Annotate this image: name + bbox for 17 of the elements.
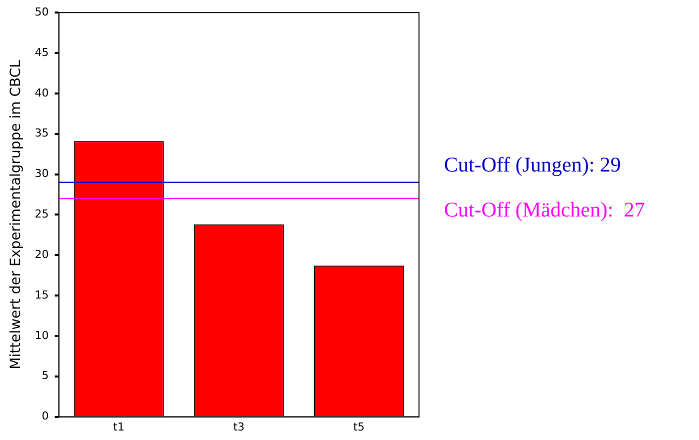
y-tick-label: 45 — [34, 46, 49, 59]
y-tick-label: 40 — [34, 86, 49, 100]
ref-line-label: Cut-Off (Mädchen): 27 — [444, 198, 645, 222]
y-tick-label: 30 — [34, 167, 49, 180]
x-tick-label: t3 — [233, 420, 245, 434]
y-tick-label: 20 — [34, 248, 49, 261]
y-tick-label: 0 — [42, 410, 49, 423]
y-tick-label: 35 — [34, 126, 49, 140]
y-axis-title: Mittelwert der Experimentalgruppe im CBCL — [8, 60, 24, 370]
y-tick-label: 5 — [42, 369, 49, 382]
y-tick-label: 50 — [34, 5, 49, 18]
ref-line-label: Cut-Off (Jungen): 29 — [444, 152, 621, 176]
y-tick-label: 25 — [34, 208, 49, 221]
x-tick-label: t1 — [113, 420, 124, 434]
y-tick-label: 15 — [34, 288, 49, 302]
x-tick-label: t5 — [353, 420, 365, 434]
y-tick-label: 10 — [34, 328, 49, 342]
